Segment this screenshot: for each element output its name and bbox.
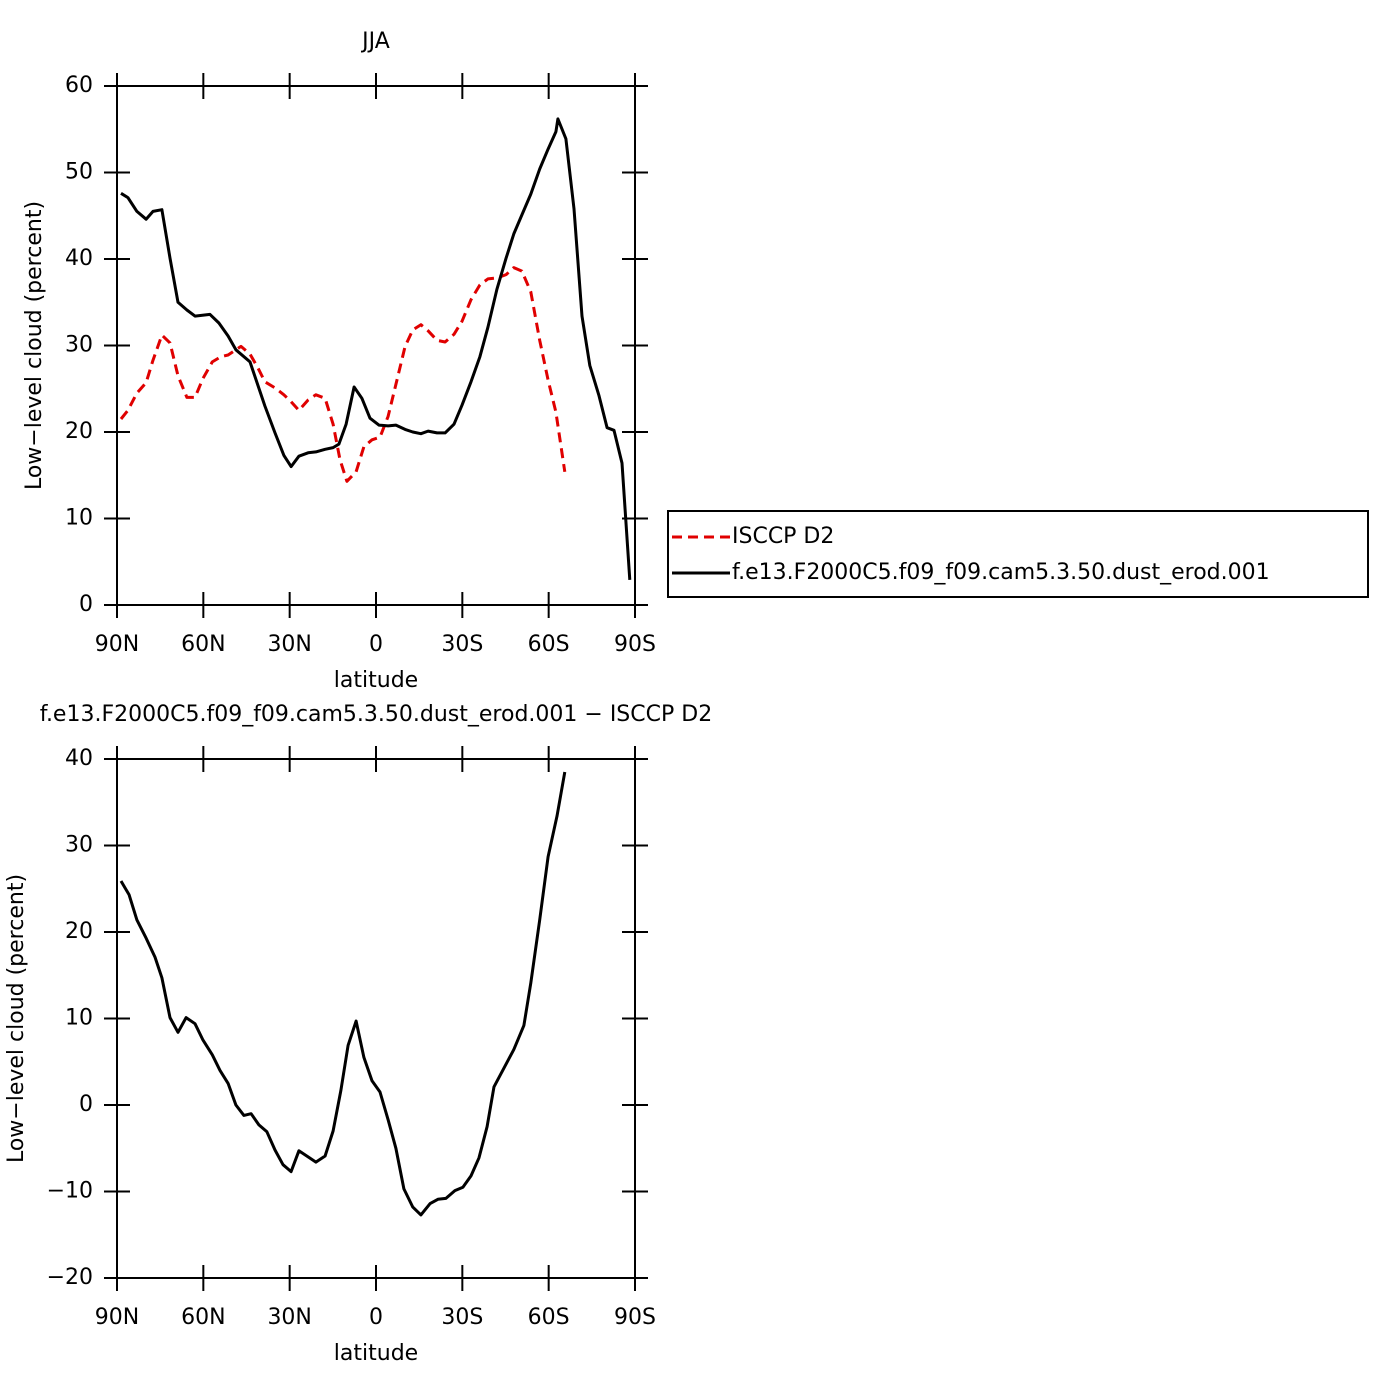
y-tick-label: 30 xyxy=(65,333,93,358)
y-tick-label: −10 xyxy=(47,1179,93,1204)
y-tick-label: 40 xyxy=(65,246,93,271)
x-tick-label: 30S xyxy=(441,632,483,657)
x-tick-label: 0 xyxy=(369,1305,383,1330)
y-tick-label: 10 xyxy=(65,1006,93,1031)
y-tick-label: 60 xyxy=(65,73,93,98)
x-tick-label: 60N xyxy=(181,1305,225,1330)
x-tick-label: 30S xyxy=(441,1305,483,1330)
y-tick-label: 30 xyxy=(65,833,93,858)
chart-title: JJA xyxy=(360,29,390,54)
x-tick-label: 0 xyxy=(369,632,383,657)
legend-label: f.e13.F2000C5.f09_f09.cam5.3.50.dust_ero… xyxy=(732,560,1270,585)
x-tick-label: 60N xyxy=(181,632,225,657)
x-tick-label: 90N xyxy=(95,632,139,657)
data-line xyxy=(119,771,567,1217)
x-tick-label: 60S xyxy=(528,632,570,657)
y-axis-label: Low−level cloud (percent) xyxy=(4,874,29,1163)
chart-title: f.e13.F2000C5.f09_f09.cam5.3.50.dust_ero… xyxy=(40,702,712,727)
y-tick-label: 50 xyxy=(65,160,93,185)
x-tick-label: 90S xyxy=(614,1305,656,1330)
legend-box xyxy=(667,510,1369,598)
y-tick-label: 10 xyxy=(65,506,93,531)
y-tick-label: −20 xyxy=(47,1265,93,1290)
x-tick-label: 30N xyxy=(267,632,311,657)
y-tick-label: 40 xyxy=(65,746,93,771)
y-axis-label: Low−level cloud (percent) xyxy=(22,201,47,490)
y-tick-label: 20 xyxy=(65,919,93,944)
y-tick-label: 20 xyxy=(65,419,93,444)
legend-label: ISCCP D2 xyxy=(732,524,834,549)
data-line xyxy=(119,266,567,483)
plot-frame xyxy=(116,758,636,1279)
x-axis-label: latitude xyxy=(334,668,418,693)
x-tick-label: 90S xyxy=(614,632,656,657)
plot-frame xyxy=(116,85,636,606)
data-line xyxy=(120,117,632,580)
x-tick-label: 60S xyxy=(528,1305,570,1330)
x-axis-label: latitude xyxy=(334,1341,418,1366)
y-tick-label: 0 xyxy=(79,592,93,617)
x-tick-label: 30N xyxy=(267,1305,311,1330)
x-tick-label: 90N xyxy=(95,1305,139,1330)
y-tick-label: 0 xyxy=(79,1092,93,1117)
